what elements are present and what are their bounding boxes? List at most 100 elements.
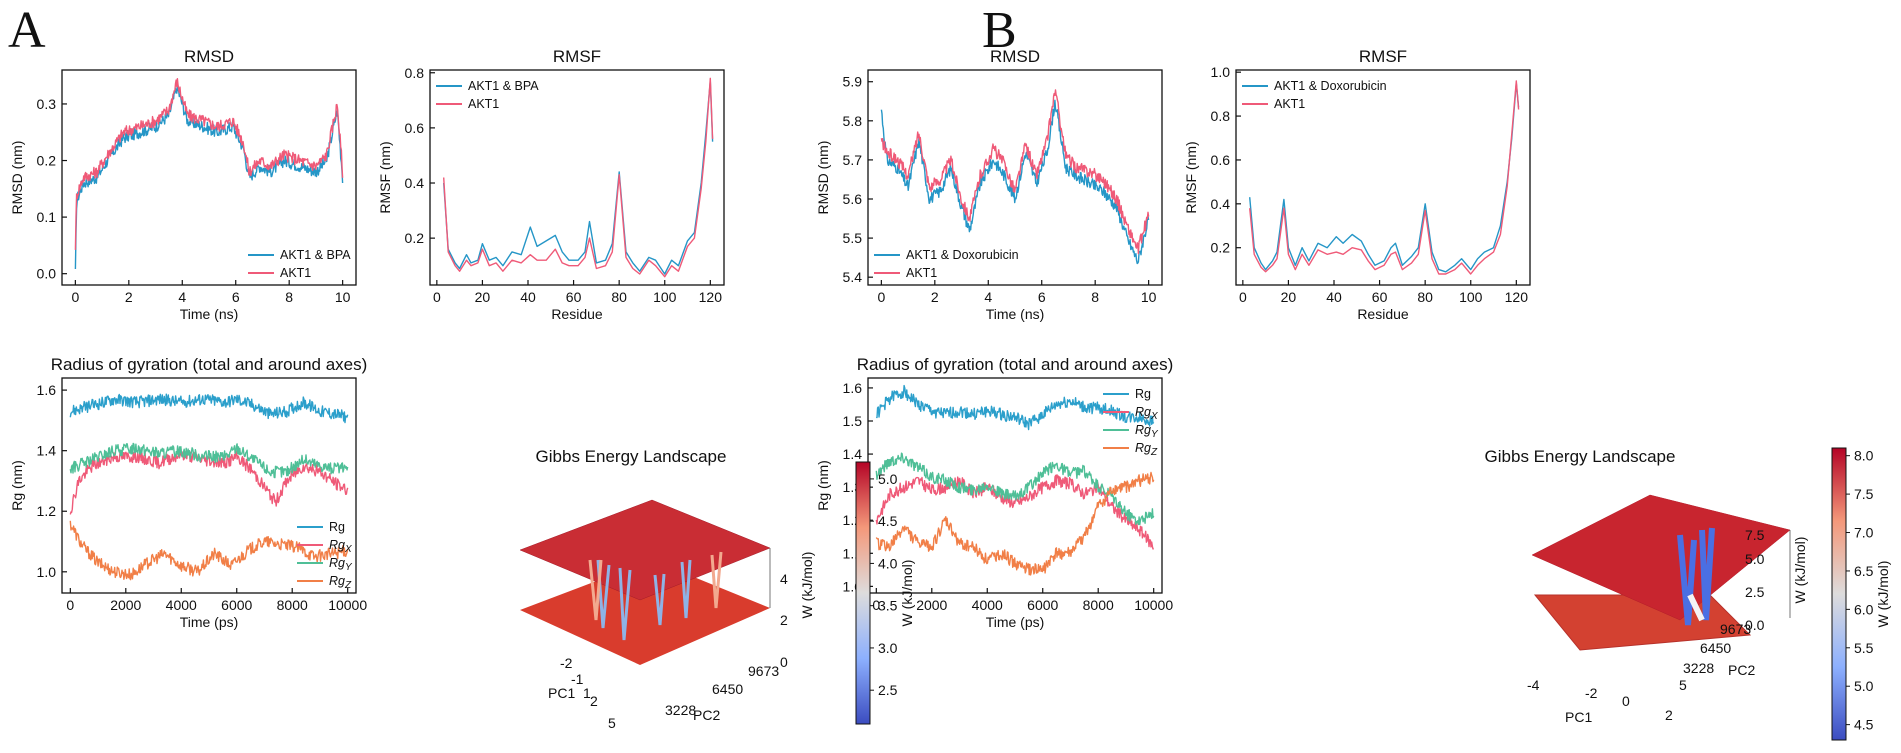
gibbs-a-xtick: 1 <box>583 685 591 701</box>
panel-letter-b: B <box>982 2 1017 59</box>
x-tick-label: 8 <box>1091 289 1099 305</box>
x-tick-label: 100 <box>653 289 677 305</box>
chart-title: Radius of gyration (total and around axe… <box>857 355 1174 374</box>
gibbs-a-xtick: -1 <box>571 671 584 687</box>
x-tick-label: 6000 <box>221 597 252 613</box>
legend-label: RgY <box>329 556 353 573</box>
x-tick-label: 4 <box>178 289 186 305</box>
colorbar-tick-label: 5.5 <box>1854 640 1874 656</box>
gibbs-a-colorbar-label: W (kJ/mol) <box>899 560 915 627</box>
gibbs-b-xlabel: PC1 <box>1565 709 1592 725</box>
x-axis-label: Time (ns) <box>986 306 1045 322</box>
x-tick-label: 10 <box>1141 289 1157 305</box>
x-tick-label: 0 <box>66 597 74 613</box>
colorbar-tick-label: 3.0 <box>878 640 898 656</box>
x-tick-label: 80 <box>611 289 627 305</box>
colorbar-tick-label: 4.5 <box>1854 717 1874 733</box>
x-tick-label: 0 <box>1239 289 1247 305</box>
legend-label: AKT1 & BPA <box>468 79 539 93</box>
gibbs-a-ztick: 0 <box>780 654 788 670</box>
colorbar-tick-label: 5.0 <box>878 471 898 487</box>
series-line-2 <box>69 442 349 479</box>
series-line-0 <box>443 80 714 275</box>
colorbar-tick-label: 6.5 <box>1854 563 1874 579</box>
y-tick-label: 1.6 <box>37 382 57 398</box>
colorbar-tick-label: 7.0 <box>1854 525 1874 541</box>
y-tick-label: 0.6 <box>405 120 425 136</box>
y-axis-label: RMSD (nm) <box>9 141 25 215</box>
chart-a-rmsf: RMSF 0 20 40 60 80 100 120 0.2 0.4 0.6 0.8 Residue RM… <box>377 47 725 322</box>
x-tick-label: 20 <box>475 289 491 305</box>
gibbs-b-ztick: 7.5 <box>1745 527 1765 543</box>
x-tick-label: 0 <box>877 289 885 305</box>
chart-title: RMSF <box>1359 47 1407 66</box>
x-tick-label: 20 <box>1281 289 1297 305</box>
legend-label: AKT1 <box>1274 97 1305 111</box>
x-tick-label: 8 <box>285 289 293 305</box>
x-axis-label: Time (ps) <box>180 614 239 630</box>
x-tick-label: 2000 <box>110 597 141 613</box>
x-tick-label: 2000 <box>916 597 947 613</box>
gibbs-landscape-b: Gibbs Energy Landscape -4 -2 0 2 PC1 5 3… <box>1485 447 1891 741</box>
gibbs-a-ztick: 4 <box>780 571 788 587</box>
y-tick-label: 1.0 <box>37 564 57 580</box>
x-tick-label: 80 <box>1417 289 1433 305</box>
x-tick-label: 120 <box>1505 289 1529 305</box>
gibbs-a-ytick: 3228 <box>665 702 696 718</box>
gibbs-a-ytick: 9673 <box>748 663 779 679</box>
series-line-1 <box>74 78 344 250</box>
series-line-0 <box>1249 82 1520 273</box>
colorbar-tick-label: 2.5 <box>878 682 898 698</box>
x-tick-label: 120 <box>699 289 723 305</box>
x-axis-label: Residue <box>1357 306 1409 322</box>
x-tick-label: 0 <box>433 289 441 305</box>
gibbs-a-zlabel: W (kJ/mol) <box>799 552 815 619</box>
y-tick-label: 0.8 <box>405 65 425 81</box>
legend-label: Rg <box>329 520 345 534</box>
x-axis-label: Time (ps) <box>986 614 1045 630</box>
y-axis-label: RMSF (nm) <box>1183 141 1199 213</box>
chart-title: RMSD <box>184 47 234 66</box>
x-tick-label: 0 <box>71 289 79 305</box>
plot-frame <box>1235 69 1531 286</box>
x-tick-label: 6 <box>1038 289 1046 305</box>
gibbs-b-ztick: 2.5 <box>1745 584 1765 600</box>
series-line-1 <box>875 474 1155 550</box>
chart-b-rmsd: RMSD 0 2 4 6 8 10 5.4 5.5 5.6 5.7 5.8 5.9 Time (ns) RM… <box>815 47 1163 322</box>
legend: AKT1 & Doxorubicin AKT1 <box>1242 79 1387 111</box>
y-tick-label: 1.5 <box>843 413 863 429</box>
legend-label: AKT1 <box>468 97 499 111</box>
gibbs-a-ytick: 6450 <box>712 681 743 697</box>
y-tick-label: 1.4 <box>37 443 57 459</box>
chart-title: RMSD <box>990 47 1040 66</box>
y-tick-label: 5.8 <box>843 113 863 129</box>
y-axis-label: RMSD (nm) <box>815 141 831 215</box>
gibbs-a-xtick: 2 <box>590 693 598 709</box>
gibbs-b-ylabel: PC2 <box>1728 662 1755 678</box>
gibbs-b-xtick: -4 <box>1527 677 1540 693</box>
x-tick-label: 8000 <box>277 597 308 613</box>
x-tick-label: 60 <box>1372 289 1388 305</box>
legend-label: AKT1 & Doxorubicin <box>906 248 1019 262</box>
plot-frame <box>867 69 1163 286</box>
gibbs-b-xtick: 0 <box>1622 693 1630 709</box>
gibbs-a-xlabel: PC1 <box>548 685 575 701</box>
x-tick-label: 10000 <box>328 597 367 613</box>
x-tick-label: 60 <box>566 289 582 305</box>
colorbar-tick-label: 7.5 <box>1854 486 1874 502</box>
series-line-3 <box>875 471 1155 576</box>
gibbs-b-ytick: 9673 <box>1720 621 1751 637</box>
x-axis-label: Time (ns) <box>180 306 239 322</box>
gibbs-a-xtick: 5 <box>608 715 616 731</box>
gibbs-b-colorbar <box>1831 447 1847 741</box>
gibbs-b-colorbar-label: W (kJ/mol) <box>1875 561 1891 628</box>
series-line-1 <box>880 89 1150 255</box>
gibbs-b-ztick: 5.0 <box>1745 551 1765 567</box>
y-tick-label: 0.2 <box>37 153 57 169</box>
gibbs-a-colorbar <box>855 461 871 725</box>
y-tick-label: 0.4 <box>1211 196 1231 212</box>
legend: AKT1 & BPA AKT1 <box>248 248 351 280</box>
x-tick-label: 4000 <box>166 597 197 613</box>
gibbs-b-wells <box>1677 527 1715 626</box>
y-tick-label: 5.9 <box>843 74 863 90</box>
